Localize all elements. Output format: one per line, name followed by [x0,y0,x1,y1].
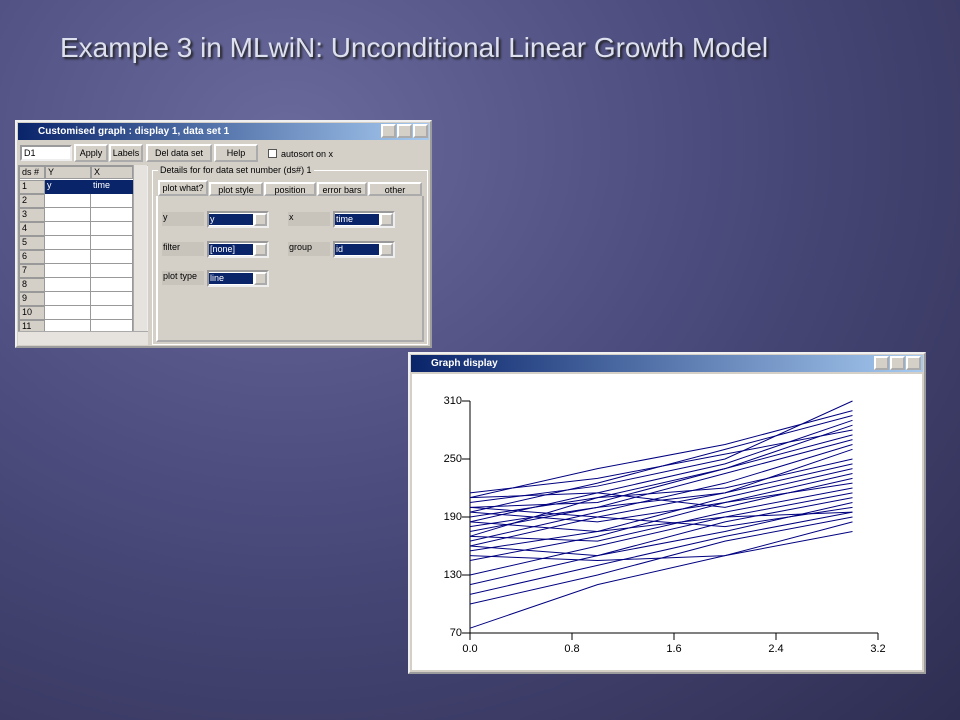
row-number: 3 [19,208,45,222]
toolbar-button[interactable]: Del data set [146,144,212,162]
scrollbar [133,165,147,331]
grid-cell [45,236,91,250]
row-number: 9 [19,292,45,306]
dialog-title-bar: Customised graph : display 1, data set 1 [18,123,429,140]
combo-arrow[interactable] [380,213,393,226]
tab[interactable]: error bars [317,182,367,196]
field-value: line [209,273,253,284]
tab[interactable]: other [368,182,422,196]
grid-cell[interactable]: y [45,180,91,194]
row-number: 11 [19,320,45,334]
graph-area [412,374,922,670]
toolbar-button[interactable]: Labels [109,144,143,162]
grid-cell [45,250,91,264]
window-control[interactable] [906,356,921,370]
field-value: y [209,214,253,225]
grid-cell [91,278,133,292]
checkbox-label: autosort on x [281,149,334,159]
grid-header: Y [45,166,91,179]
grid-cell[interactable]: time [91,180,133,194]
graph-title-bar: Graph display [411,355,923,372]
row-number: 6 [19,250,45,264]
grid-header: X [91,166,133,179]
field-value: [none] [209,244,253,255]
row-number: 5 [19,236,45,250]
grid-cell [91,306,133,320]
grid-cell [91,222,133,236]
grid-cell [91,264,133,278]
dataset-select[interactable]: D1 [20,145,72,161]
combo-arrow[interactable] [254,243,267,256]
grid-cell [45,306,91,320]
grid-cell [45,278,91,292]
field-label: x [288,212,330,226]
combo-arrow[interactable] [254,213,267,226]
grid-cell [91,292,133,306]
row-number: 4 [19,222,45,236]
window-control[interactable] [874,356,889,370]
tab[interactable]: position [264,182,316,196]
field-value: time [335,214,379,225]
row-number: 1 [19,180,45,194]
grid-cell [45,222,91,236]
field-label: filter [162,242,204,256]
field-label: y [162,212,204,226]
toolbar-button[interactable]: Apply [74,144,108,162]
combo-arrow[interactable] [380,243,393,256]
window-control[interactable] [381,124,396,138]
grid-cell [91,236,133,250]
slide-title: Example 3 in MLwiN: Unconditional Linear… [60,32,769,63]
combo-arrow[interactable] [254,272,267,285]
row-number: 7 [19,264,45,278]
tab[interactable]: plot what? [158,180,208,196]
window-control[interactable] [413,124,428,138]
scrollbar-h [18,331,148,345]
grid-cell [91,194,133,208]
row-number: 8 [19,278,45,292]
window-control[interactable] [397,124,412,138]
grid-header: ds # [19,166,45,179]
grid-cell [91,208,133,222]
field-label: group [288,242,330,256]
toolbar-button[interactable]: Help [214,144,258,162]
window-control[interactable] [890,356,905,370]
grid-cell [45,292,91,306]
grid-cell [45,264,91,278]
grid-cell [45,208,91,222]
field-value: id [335,244,379,255]
details-title: Details for for data set number (ds#) 1 [158,165,314,175]
checkbox[interactable] [268,149,277,158]
grid-cell [91,250,133,264]
grid-cell [45,194,91,208]
row-number: 2 [19,194,45,208]
row-number: 10 [19,306,45,320]
tab-page [156,196,424,342]
tab[interactable]: plot style [209,182,263,196]
field-label: plot type [162,271,204,285]
